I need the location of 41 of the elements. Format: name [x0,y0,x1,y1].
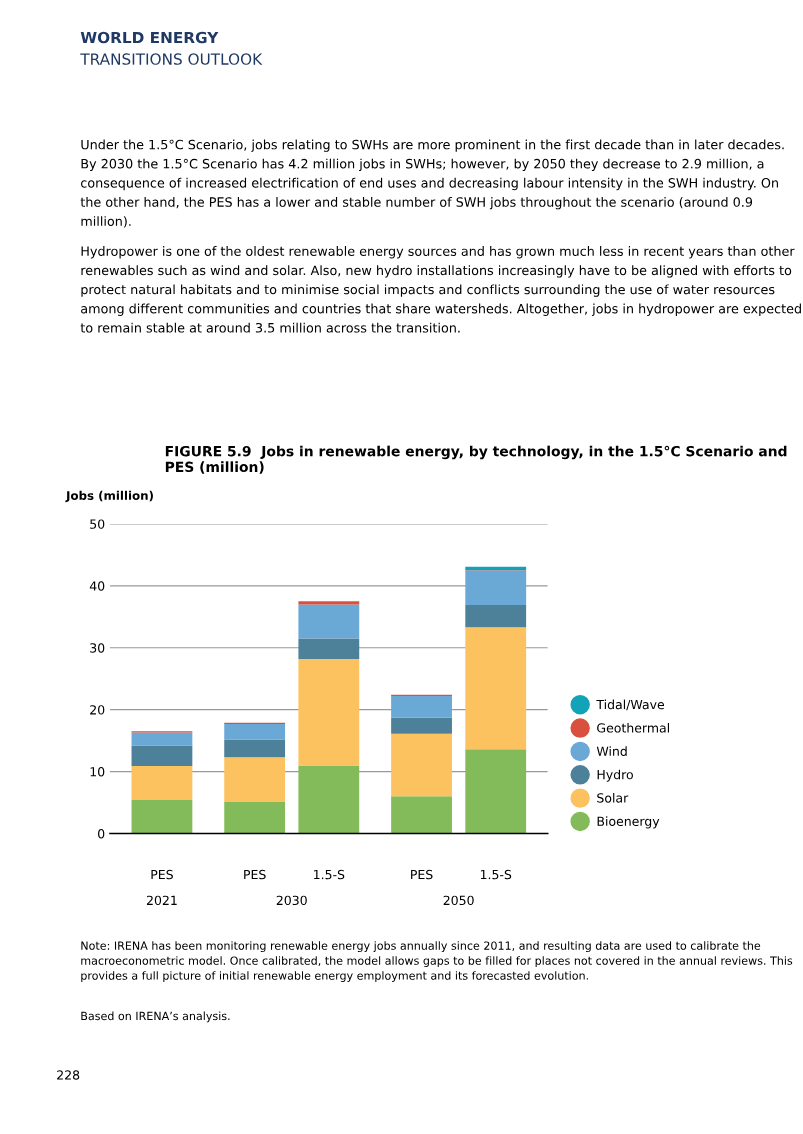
y-tick-label: 30 [90,643,105,653]
bar [298,765,360,834]
bar [131,800,193,834]
y-tick-label: 50 [90,519,105,529]
text: Note: IRENA has been monitoring renewable energy jobs annually since 2011, and resulting data are used to calibrate the macroeconometric model. Once calibrated, the model allows gaps to be filled for places not covered in the annual reviews. This provides a full picture of initial renewable energy employment and its forecasted evolution. [81,941,793,982]
bar [131,745,193,766]
y-tick-label: 40 [89,581,105,591]
text: 2030 [276,895,307,906]
legend-label: Hydro [597,769,633,782]
bar [131,766,193,801]
legend-label: Tidal/Wave [596,699,665,711]
x-tick-label: 1.5-S [314,869,345,880]
bar [465,749,527,834]
text: Under the 1.5°C Scenario, jobs relating to SWHs are more prominent in the first decade than in later decades. By 2030 the 1.5°C Scenario has 4.2 million jobs in SWHs; however, by 2050 they decrease to 2.9 million, a consequence of increased electrification of end uses and decreasing labour intensity in the SWH industry. On the other hand, the PES has a lower and stable number of SWH jobs throughout the scenario (around 0.9 million). [80,139,784,228]
bar [465,605,527,628]
x-tick-label: PES [411,869,433,880]
y-axis-title: Jobs (million) [65,490,153,503]
bar [298,604,360,639]
text: Hydropower is one of the oldest renewable energy sources and has grown much less in recent years than other renewables such as wind and solar. Also, new hydro installations increasingly have to be aligned with efforts to protect natural habitats and to minimise social impacts and conflicts surrounding the use of water resources among different communities and countries that share watersheds. Altogether, jobs in hydropower are expected to remain stable at around 3.5 million across the transition. [80,246,801,333]
x-tick-label: PES [151,869,173,880]
y-tick-label: 0 [98,828,105,839]
bar [465,627,527,750]
legend-label: Bioenergy [597,816,660,829]
text: 2021 [146,895,177,906]
y-tick-label: 10 [90,767,105,777]
y-tick-label: 20 [90,705,105,715]
bar [465,570,527,606]
bar [298,658,360,766]
text: 228 [57,1070,80,1080]
text: TRANSITIONS OUTLOOK [80,53,263,65]
legend-label: Wind [596,746,627,756]
bar [131,732,193,746]
text: Based on IRENA’s analysis. [81,1011,230,1023]
text: WORLD ENERGY [80,31,219,44]
legend-label: Solar [597,792,629,803]
text: 2050 [443,895,474,906]
legend-label: Geothermal [597,722,669,733]
bar [298,638,360,659]
chart-title: FIGURE 5.9 Jobs in renewable energy, by technology, in the 1.5°C Scenario and PES (million) [165,445,787,474]
x-tick-label: 1.5-S [480,869,512,880]
x-tick-label: PES [244,869,266,880]
